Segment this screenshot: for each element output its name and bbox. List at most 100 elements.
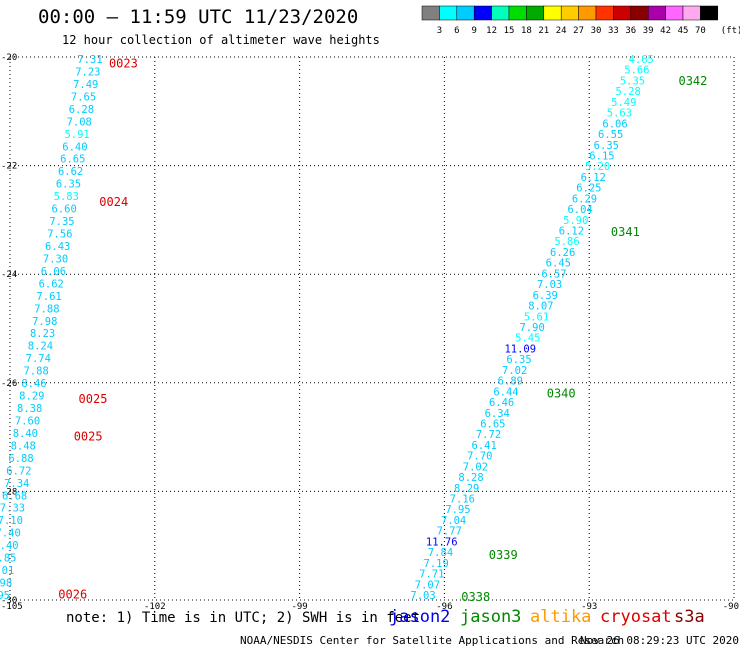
x-tick-label: -105	[1, 602, 23, 612]
swh-value-west-track: 7.49	[73, 79, 98, 91]
swh-value-west-track: 6.40	[62, 141, 87, 153]
swh-value-west-track: 6.35	[56, 179, 81, 191]
note-text: note: 1) Time is in UTC; 2) SWH is in fe…	[66, 610, 421, 626]
credit-text: NOAA/NESDIS Center for Satellite Applica…	[240, 634, 625, 647]
x-tick-label: -90	[723, 602, 739, 612]
swh-value-west-track: 7.74	[26, 353, 51, 365]
pass-time-label: 0338	[461, 590, 490, 604]
legend-tick-label: 27	[573, 26, 584, 36]
swh-value-west-track: 7.30	[43, 253, 68, 265]
swh-value-west-track: 7.56	[47, 229, 72, 241]
legend-tick-label: 18	[521, 26, 532, 36]
legend-tick-label: 30	[591, 26, 602, 36]
swh-value-east-track: 6.35	[506, 354, 531, 366]
x-tick-label: -99	[291, 602, 307, 612]
swh-value-east-track: 7.03	[410, 590, 435, 602]
swh-value-west-track: 7.95	[0, 590, 10, 602]
swh-value-west-track: 5.83	[54, 191, 79, 203]
legend-tick-label: 15	[504, 26, 515, 36]
swh-value-west-track: 6.65	[60, 154, 85, 166]
swh-value-east-track: 6.55	[598, 129, 623, 141]
legend-tick-label: 42	[660, 26, 671, 36]
swh-value-east-track: 5.49	[611, 97, 636, 109]
pass-time-label: 0339	[489, 548, 518, 562]
swh-value-east-track: 11.09	[504, 343, 536, 355]
page-title: 00:00 – 11:59 UTC 11/23/2020	[38, 6, 359, 28]
swh-value-east-track: 6.41	[472, 440, 497, 452]
swh-value-west-track: 7.31	[77, 54, 102, 66]
swh-value-east-track: 7.03	[537, 279, 562, 291]
swh-value-east-track: 7.16	[450, 494, 475, 506]
swh-value-east-track: 5.63	[607, 108, 632, 120]
swh-value-west-track: 7.23	[75, 66, 100, 78]
y-tick-label: -20	[1, 53, 17, 63]
swh-value-east-track: 5.45	[515, 333, 540, 345]
swh-value-west-track: 6.28	[69, 104, 94, 116]
swh-value-west-track: 7.08	[67, 116, 92, 128]
x-tick-label: -102	[144, 602, 166, 612]
swh-value-east-track: 5.35	[620, 75, 645, 87]
swh-value-east-track: 5.90	[563, 215, 588, 227]
pass-time-label: 0025	[79, 392, 108, 406]
swh-value-east-track: 7.19	[424, 558, 449, 570]
swh-value-west-track: 6.43	[45, 241, 70, 253]
swh-value-east-track: 8.07	[528, 301, 553, 313]
swh-value-west-track: 7.34	[4, 478, 29, 490]
legend-tick-label: 33	[608, 26, 619, 36]
legend-tick-label: 36	[625, 26, 636, 36]
pass-time-label: 0026	[58, 587, 87, 601]
swh-value-east-track: 6.04	[567, 204, 592, 216]
sat-label-altika: altika	[530, 607, 592, 627]
swh-value-west-track: 8.29	[19, 391, 44, 403]
swh-value-east-track: 5.20	[585, 161, 610, 173]
swh-value-west-track: 6.60	[52, 204, 77, 216]
legend-tick-label: 21	[538, 26, 549, 36]
wave-height-plot: -20 -22 -24 -26 -28 -30-105 -102 -99 -96 -93 -90 7.…	[0, 53, 739, 612]
swh-value-east-track: 11.76	[426, 536, 458, 548]
swh-value-east-track: 6.12	[559, 226, 584, 238]
swh-value-west-track: 6.88	[8, 453, 33, 465]
swh-value-east-track: 7.84	[428, 547, 453, 559]
swh-value-west-track: 8.24	[28, 341, 53, 353]
swh-value-west-track: 7.98	[32, 316, 57, 328]
legend-tick-label: 9	[471, 26, 476, 36]
y-tick-label: -30	[1, 596, 17, 606]
swh-value-east-track: 7.07	[415, 579, 440, 591]
swh-value-west-track: 6.62	[39, 278, 64, 290]
swh-value-west-track: 5.91	[64, 129, 89, 141]
y-tick-label: -28	[1, 487, 17, 497]
legend-tick-label: 6	[454, 26, 459, 36]
swh-value-west-track: 6.72	[6, 465, 31, 477]
swh-value-east-track: 6.57	[541, 268, 566, 280]
swh-value-west-track: 6.68	[2, 490, 27, 502]
legend-tick-label: 45	[678, 26, 689, 36]
swh-value-east-track: 6.26	[550, 247, 575, 259]
legend-tick-label: 3	[437, 26, 442, 36]
swh-value-west-track: 7.35	[49, 216, 74, 228]
swh-value-west-track: 6.06	[41, 266, 66, 278]
sat-label-jason3: jason3	[460, 607, 522, 627]
y-tick-label: -26	[1, 379, 17, 389]
swh-value-west-track: 7.01	[0, 565, 14, 577]
swh-value-west-track: 6.62	[58, 166, 83, 178]
x-tick-label: -93	[581, 602, 597, 612]
swh-value-east-track: 6.46	[489, 397, 514, 409]
swh-value-east-track: 6.39	[533, 290, 558, 302]
swh-value-east-track: 7.71	[419, 569, 444, 581]
swh-value-west-track: 8.40	[13, 428, 38, 440]
swh-value-west-track: 8.46	[21, 378, 46, 390]
plot-frame	[9, 56, 735, 601]
swh-value-east-track: 7.02	[502, 365, 527, 377]
swh-value-east-track: 6.34	[485, 408, 510, 420]
sat-label-cryosat: cryosat	[600, 607, 672, 627]
swh-value-east-track: 7.70	[467, 451, 492, 463]
swh-value-west-track: 8.38	[17, 403, 42, 415]
swh-value-east-track: 4.65	[629, 54, 654, 66]
swh-value-east-track: 6.12	[581, 172, 606, 184]
legend-unit: (ft)	[721, 26, 740, 36]
swh-value-east-track: 5.86	[554, 236, 579, 248]
swh-value-west-track: 7.33	[0, 503, 25, 515]
y-tick-label: -24	[1, 270, 17, 280]
swh-value-east-track: 8.28	[458, 472, 483, 484]
